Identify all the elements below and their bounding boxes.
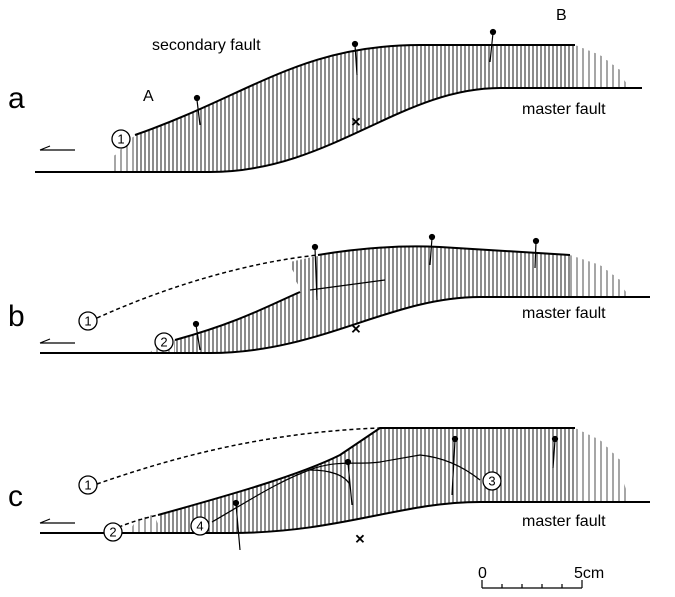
panel-label: a (8, 82, 25, 115)
marker: 3 (488, 473, 495, 488)
fault-label: secondary fault (152, 37, 261, 54)
x-mark: ✕ (351, 321, 362, 336)
panel-b: ✕ 1 2 b master fault (8, 235, 650, 354)
figure: ✕ 1 a A B secondary fault master fault ✕… (0, 0, 675, 597)
scale-label: 0 (478, 565, 487, 582)
marker: 2 (109, 524, 116, 539)
arrow (40, 339, 75, 343)
marker: 1 (117, 131, 124, 146)
scale-label: 5cm (574, 565, 604, 582)
marker: 4 (196, 518, 203, 533)
marker: 2 (160, 334, 167, 349)
fault-label: master fault (522, 101, 606, 118)
panel-label: b (8, 300, 25, 333)
scale-line (482, 580, 582, 588)
point-label: A (143, 88, 154, 105)
arrow (40, 146, 75, 150)
x-mark: ✕ (355, 531, 366, 546)
arrow (40, 519, 75, 523)
fade (575, 45, 628, 88)
fault-label: master fault (522, 513, 606, 530)
fade (570, 255, 628, 297)
fault-label: master fault (522, 305, 606, 322)
marker: 1 (84, 313, 91, 328)
panel-label: c (8, 480, 23, 513)
x-mark: ✕ (351, 114, 362, 129)
panel-a: ✕ 1 a A B secondary fault master fault (8, 7, 642, 172)
hatched-block (175, 247, 570, 353)
point-label: B (556, 7, 567, 24)
panel-c: ✕ 1 2 3 4 c master fault (8, 428, 650, 550)
fade (130, 514, 160, 533)
fade (575, 428, 628, 502)
scale-bar: 0 5cm (478, 565, 604, 588)
marker: 1 (84, 477, 91, 492)
